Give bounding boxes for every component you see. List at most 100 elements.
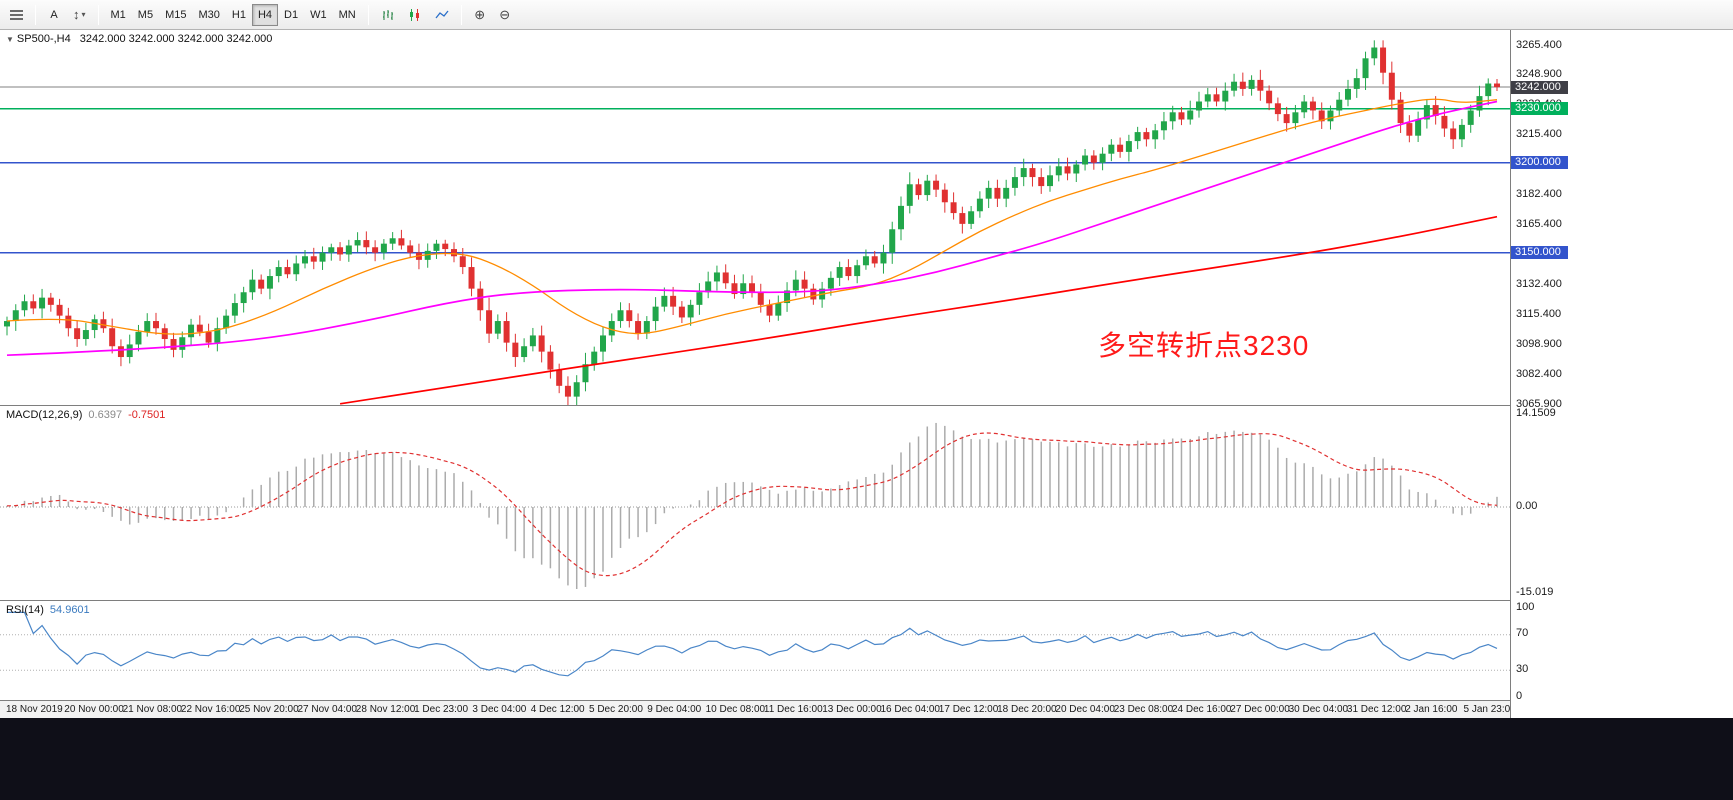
time-axis-label: 16 Dec 04:00 <box>880 704 941 715</box>
price-axis[interactable]: 3265.4003248.9003232.4003215.4003198.900… <box>1510 30 1733 718</box>
time-axis-label: 2 Jan 16:00 <box>1405 704 1458 715</box>
time-axis-label: 24 Dec 16:00 <box>1172 704 1232 715</box>
price-axis-tick: 3082.400 <box>1516 367 1562 380</box>
timeframe-button-w1[interactable]: W1 <box>304 4 333 26</box>
time-axis-label: 11 Dec 16:00 <box>763 704 823 715</box>
timeframe-button-m5[interactable]: M5 <box>132 4 159 26</box>
price-level-badge-3230.000[interactable]: 3230.000 <box>1511 102 1568 116</box>
timeframe-button-m15[interactable]: M15 <box>159 4 192 26</box>
ma-slow-line <box>339 215 1498 405</box>
zoom-out-button[interactable]: ⊖ <box>493 4 517 26</box>
price-level-badge-3200.000[interactable]: 3200.000 <box>1511 156 1568 170</box>
zoom-in-button[interactable]: ⊕ <box>468 4 492 26</box>
timeframe-button-mn[interactable]: MN <box>333 4 362 26</box>
toolbar-separator <box>460 4 462 25</box>
rsi-chart-canvas[interactable] <box>0 601 1510 700</box>
price-axis-tick: 3165.400 <box>1516 218 1562 231</box>
arrows-icon: ↕ <box>73 7 80 22</box>
time-axis-label: 3 Dec 04:00 <box>472 704 527 715</box>
time-axis-label: 28 Nov 12:00 <box>355 704 416 715</box>
time-axis-label: 30 Dec 04:00 <box>1288 704 1349 715</box>
rsi-label: RSI(14) <box>6 604 44 616</box>
rsi-title: RSI(14) 54.9601 <box>6 604 90 616</box>
price-axis-tick: 3098.900 <box>1516 338 1562 351</box>
rsi-axis-label: 100 <box>1516 600 1535 613</box>
time-axis-label: 5 Jan 23:00 <box>1463 704 1516 715</box>
macd-chart-canvas[interactable] <box>0 406 1510 600</box>
candles-layer <box>4 40 1500 405</box>
time-axis-label: 5 Dec 20:00 <box>589 704 643 715</box>
time-axis-label: 17 Dec 12:00 <box>938 704 999 715</box>
arrows-tool-button[interactable]: ↕ ▾ <box>67 4 92 26</box>
macd-signal-value: -0.7501 <box>128 409 166 421</box>
rsi-axis-label: 30 <box>1516 662 1529 675</box>
price-axis-tick: 3248.900 <box>1516 68 1562 81</box>
candlestick-icon <box>409 8 419 21</box>
rsi-axis-label: 70 <box>1516 627 1529 640</box>
rsi-panel: RSI(14) 54.9601 <box>0 600 1510 700</box>
time-axis[interactable]: 18 Nov 2019 20 Nov 00:00 21 Nov 08:00 22 No… <box>0 700 1516 718</box>
taskbar <box>0 718 1733 800</box>
chart-symbol-label: SP500-,H4 <box>16 33 71 45</box>
price-level-badge-3150.000[interactable]: 3150.000 <box>1511 246 1568 260</box>
timeframe-button-d1[interactable]: D1 <box>278 4 304 26</box>
macd-title: MACD(12,26,9) 0.6397 -0.7501 <box>6 409 165 421</box>
timeframe-button-h1[interactable]: H1 <box>226 4 252 26</box>
ma-fast-line <box>6 98 1498 335</box>
timeframe-button-m1[interactable]: M1 <box>105 4 132 26</box>
time-axis-label: 23 Dec 08:00 <box>1113 704 1174 715</box>
price-chart-canvas[interactable] <box>0 30 1510 405</box>
collapse-triangle-icon[interactable]: ▼ <box>6 35 14 44</box>
time-axis-label: 31 Dec 12:00 <box>1346 704 1407 715</box>
chart-title: ▼ SP500-,H4 3242.000 3242.000 3242.000 324… <box>6 33 272 45</box>
time-axis-label: 27 Dec 00:00 <box>1230 704 1290 715</box>
bar-chart-mode-button[interactable] <box>375 4 401 26</box>
time-axis-label: 20 Nov 00:00 <box>64 704 124 715</box>
timeframe-button-h4[interactable]: H4 <box>251 3 279 26</box>
charts-menu-button[interactable] <box>4 4 29 26</box>
time-axis-label: 25 Nov 20:00 <box>239 704 299 715</box>
time-axis-label: 22 Nov 16:00 <box>180 704 241 715</box>
text-tool-button[interactable]: A <box>42 4 66 26</box>
time-axis-label: 1 Dec 23:00 <box>414 704 469 715</box>
time-axis-label: 20 Dec 04:00 <box>1055 704 1115 715</box>
line-chart-mode-button[interactable] <box>429 4 455 26</box>
chart-annotation-text[interactable]: 多空转折点3230 <box>1098 330 1310 361</box>
grid-icon <box>10 9 23 20</box>
toolbar-separator <box>97 4 99 25</box>
timeframe-button-m30[interactable]: M30 <box>192 4 225 26</box>
price-axis-tick: 3182.400 <box>1516 187 1562 200</box>
macd-axis-label: 0.00 <box>1516 499 1538 512</box>
toolbar-separator <box>367 4 369 25</box>
price-panel: ▼ SP500-,H4 3242.000 3242.000 3242.000 324… <box>0 30 1510 405</box>
time-axis-label: 10 Dec 08:00 <box>705 704 766 715</box>
ma-medium-line <box>6 100 1498 357</box>
macd-panel: MACD(12,26,9) 0.6397 -0.7501 <box>0 405 1510 600</box>
top-toolbar: A ↕ ▾ M1 M5 M15 M30 H1 H4 D1 W1 MN ⊕ ⊖ <box>0 0 1733 30</box>
rsi-axis-label: 0 <box>1516 689 1523 702</box>
candlestick-mode-button[interactable] <box>402 4 428 26</box>
time-axis-label: 4 Dec 12:00 <box>530 704 585 715</box>
price-axis-tick: 3065.900 <box>1516 397 1562 410</box>
macd-main-value: 0.6397 <box>88 409 123 421</box>
chart-ohlc-values: 3242.000 3242.000 3242.000 3242.000 <box>79 33 273 45</box>
price-axis-tick: 3115.400 <box>1516 308 1562 321</box>
price-axis-tick: 3132.400 <box>1516 277 1562 290</box>
bar-chart-icon <box>382 9 393 20</box>
timeframe-toolbar: M1 M5 M15 M30 H1 H4 D1 W1 MN <box>105 3 362 26</box>
macd-label: MACD(12,26,9) <box>6 409 83 421</box>
time-axis-label: 18 Dec 20:00 <box>997 704 1057 715</box>
rsi-value: 54.9601 <box>49 604 90 616</box>
time-axis-label: 9 Dec 04:00 <box>647 704 702 715</box>
price-axis-tick: 3265.400 <box>1516 38 1562 51</box>
current-price-badge: 3242.000 <box>1511 80 1568 94</box>
macd-axis-label: -15.019 <box>1516 585 1554 598</box>
time-axis-label: 27 Nov 04:00 <box>297 704 358 715</box>
chart-window: ▼ SP500-,H4 3242.000 3242.000 3242.000 324… <box>0 30 1733 718</box>
caret-down-icon: ▾ <box>81 10 86 19</box>
time-axis-label: 13 Dec 00:00 <box>822 704 882 715</box>
time-axis-label: 21 Nov 08:00 <box>122 704 183 715</box>
macd-axis-label: 14.1509 <box>1516 406 1556 419</box>
zoom-in-icon: ⊕ <box>474 7 486 22</box>
toolbar-separator <box>35 4 36 25</box>
